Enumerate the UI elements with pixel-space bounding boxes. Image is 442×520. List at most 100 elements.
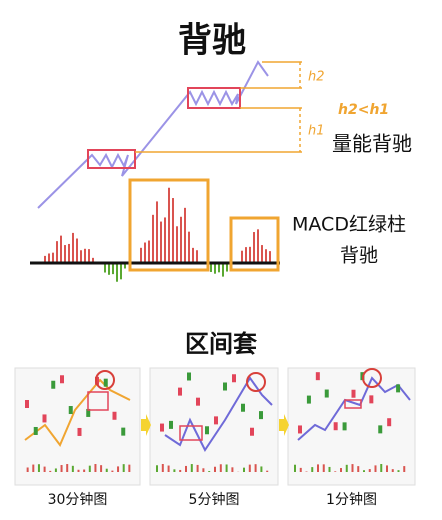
macd-bar <box>83 469 86 472</box>
macd-bar <box>368 469 371 472</box>
macd-bar <box>248 464 251 472</box>
macd-bar <box>144 242 146 263</box>
pivot-box <box>179 425 203 441</box>
candle <box>223 382 227 391</box>
price-line <box>164 376 273 452</box>
candle <box>387 418 392 427</box>
macd-bar <box>148 240 150 263</box>
macd-bar <box>94 464 97 472</box>
candle <box>25 400 29 408</box>
macd-bar <box>257 229 259 263</box>
highlight-circle <box>95 370 115 390</box>
macd-bar <box>322 464 325 472</box>
macd-bar <box>112 263 114 275</box>
macd-bar <box>164 217 166 263</box>
candle <box>378 425 383 434</box>
candle <box>396 384 401 393</box>
section-title: 区间套 <box>185 330 258 358</box>
macd-bar <box>108 263 110 275</box>
arrow <box>279 414 289 436</box>
macd-bar <box>208 471 211 472</box>
macd-bar <box>76 238 78 263</box>
macd-bar <box>105 468 108 472</box>
macd-bar <box>26 467 29 472</box>
candle <box>86 408 91 417</box>
candle <box>160 423 164 432</box>
macd-bar <box>117 466 120 472</box>
candle <box>51 380 56 389</box>
macd-bar <box>345 464 348 472</box>
macd-bar <box>188 231 190 263</box>
macd-bar <box>231 467 234 472</box>
candle <box>60 375 64 384</box>
macd-bar <box>120 263 122 280</box>
macd-bar <box>160 221 162 263</box>
candle <box>103 378 108 387</box>
macd-bar <box>403 466 406 472</box>
macd-bar <box>391 469 394 472</box>
macd-bar <box>84 248 86 263</box>
panel-label: 1分钟图 <box>326 491 377 508</box>
macd-bar <box>269 251 271 263</box>
pivot-box <box>87 391 109 411</box>
macd-bar <box>80 250 82 263</box>
candle <box>306 395 311 404</box>
panel-label: 5分钟图 <box>189 491 240 508</box>
macd-bar <box>214 263 216 274</box>
macd-bar <box>77 469 80 472</box>
price-line <box>24 378 131 447</box>
macd-bar <box>243 467 245 472</box>
macd-bar <box>219 464 222 472</box>
candle <box>342 422 347 431</box>
candle <box>68 406 73 415</box>
macd-bar <box>152 214 154 263</box>
macd-bar <box>56 241 58 263</box>
macd-bar <box>261 245 263 263</box>
guides <box>135 61 302 153</box>
macd-bar <box>266 470 269 472</box>
highlight-circle <box>362 368 382 388</box>
macd-bar <box>253 232 255 263</box>
candle <box>259 411 263 420</box>
macd-bar <box>104 263 106 273</box>
macd-bar <box>185 465 187 472</box>
macd-bar <box>66 464 69 472</box>
panel-label: 30分钟图 <box>48 491 108 508</box>
macd-bar <box>311 467 314 472</box>
macd-bar <box>54 468 57 472</box>
macd-bar <box>43 466 46 472</box>
price-line <box>37 60 269 209</box>
macd-bar <box>249 246 251 263</box>
macd-bar <box>156 465 158 472</box>
macd-bar <box>48 253 50 263</box>
macd-bar <box>380 464 383 472</box>
candle <box>250 427 254 436</box>
chart-panel <box>14 367 141 486</box>
macd-bar <box>71 465 74 472</box>
h1-label: h1 <box>308 124 325 139</box>
macd-bar <box>124 263 126 269</box>
macd-bar <box>140 247 142 263</box>
macd-bar <box>386 465 388 472</box>
macd-bar <box>156 201 158 263</box>
macd-bar <box>334 471 337 472</box>
macd-bar <box>92 257 94 263</box>
h2-label: h2 <box>308 70 325 85</box>
macd-bar <box>60 465 63 472</box>
candle <box>178 387 182 396</box>
macd-bar <box>52 252 54 263</box>
candle <box>324 389 329 398</box>
macd-bar <box>202 468 205 472</box>
compare-label: h2<h1 <box>338 102 389 118</box>
pivot-box <box>87 149 136 169</box>
candle <box>187 372 191 381</box>
macd-bar <box>226 263 228 272</box>
macd-bar <box>180 216 182 263</box>
macd-bar <box>44 255 46 263</box>
macd-bar <box>173 469 176 472</box>
macd-bar <box>397 470 400 472</box>
macd-box <box>229 216 280 272</box>
macd-bar <box>214 466 216 472</box>
macd-bar <box>122 464 125 472</box>
